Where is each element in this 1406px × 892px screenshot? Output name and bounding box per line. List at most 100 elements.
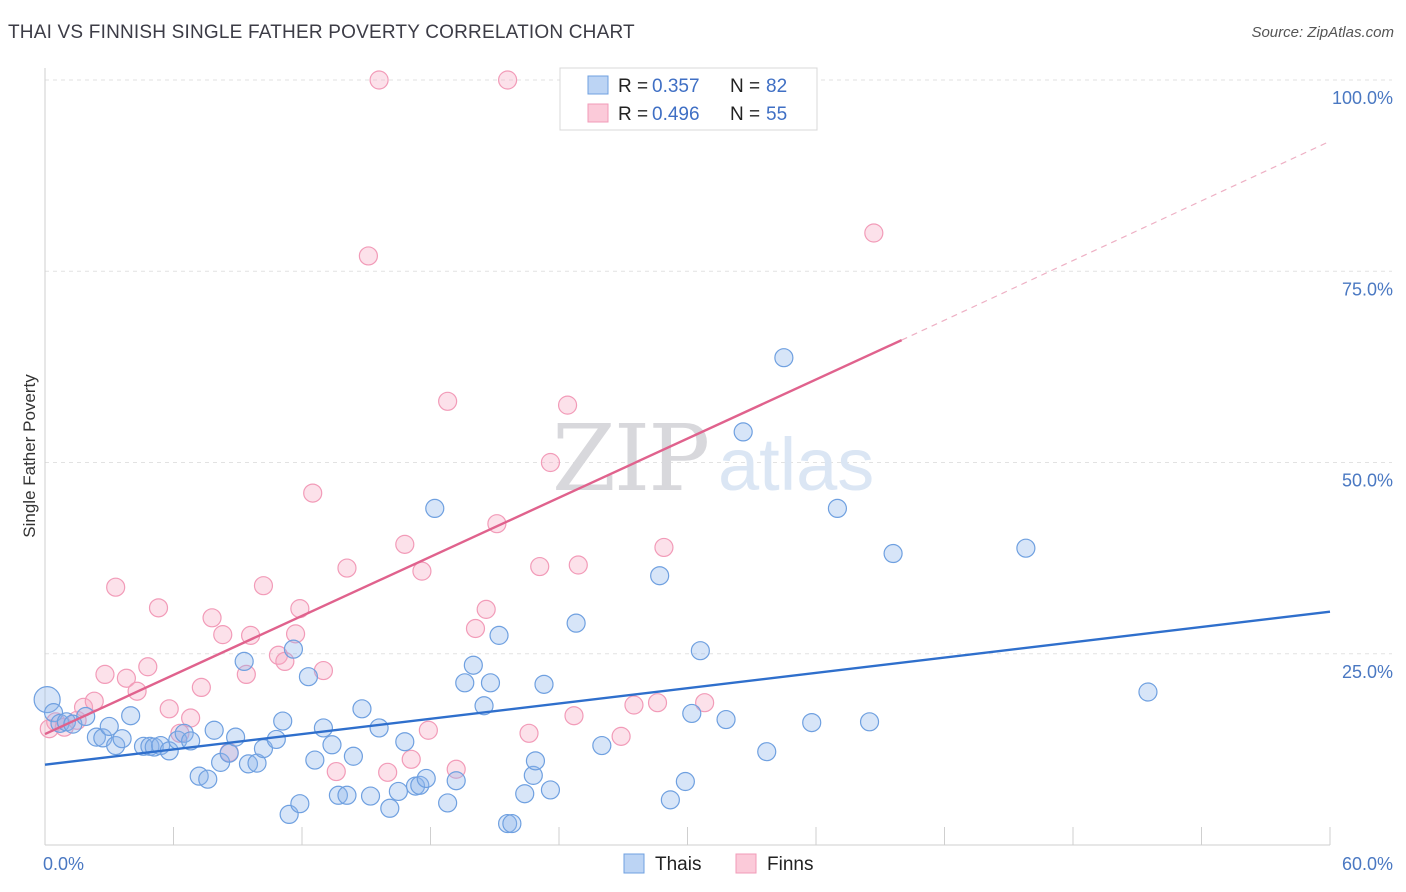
point-finns [498,70,518,90]
series-legend-label-thais: Thais [655,854,701,875]
point-finns [170,723,190,743]
point-thais [380,798,400,818]
point-thais [498,813,518,834]
point-finns [568,555,588,575]
point-thais [416,768,436,789]
point-thais [523,765,543,785]
point-thais [273,711,293,731]
point-thais [369,718,389,738]
point-thais [534,674,554,694]
point-thais [682,703,702,724]
point-thais [716,709,736,730]
stats-legend: R = 0.357 N = 82 R = 0.496 N = 55 [559,67,818,131]
point-thais [395,732,415,752]
legend-r-value-finns: 0.496 [652,104,700,125]
point-thais [566,613,586,633]
point-thais [283,639,304,659]
point-thais [859,712,880,732]
x-tick-label: 0.0% [43,854,84,874]
point-thais [181,731,201,751]
point-thais [352,699,372,719]
legend-r-value-thais: 0.357 [652,76,700,97]
trend-lines [44,140,1331,766]
point-finns [446,759,466,779]
point-thais [650,566,670,586]
point-finns [401,749,421,769]
point-finns [519,723,539,743]
series-legend-swatch-thais [623,853,645,874]
y-tick-label: 100.0% [1332,88,1393,108]
point-thais [827,498,848,518]
point-thais [313,718,334,738]
series-legend-swatch-finns [735,853,757,874]
point-finns [369,70,389,90]
point-finns [465,618,486,639]
point-finns [864,223,884,243]
point-thais [802,712,822,733]
point-thais [438,793,458,813]
point-finns [624,695,644,715]
legend-n-value-finns: 55 [766,104,787,125]
point-thais [112,729,132,749]
point-thais [1016,538,1036,558]
series-legend-label-finns: Finns [767,854,813,875]
point-finns [138,657,158,677]
point-finns [213,625,233,645]
point-thais [33,686,61,714]
trend-line-finns [44,339,903,736]
point-thais [298,667,319,687]
x-tick-label: 60.0% [1342,854,1393,874]
point-finns [148,598,169,618]
point-finns [337,558,357,578]
point-thais [733,422,753,442]
point-finns [564,706,584,726]
point-finns [106,577,126,597]
point-finns [378,762,398,782]
legend-r-label-finns: R = [618,104,648,125]
point-thais [305,750,325,770]
point-thais [133,736,154,756]
legend-r-label-thais: R = [618,76,648,97]
point-finns [530,556,550,577]
point-thais [540,780,561,800]
point-finns [202,608,222,628]
point-thais [592,735,612,756]
point-thais [757,742,777,762]
point-thais [388,781,408,802]
y-tick-labels: 25.0% 50.0% 75.0% 100.0% [1332,88,1393,682]
chart-title: THAI VS FINNISH SINGLE FATHER POVERTY CO… [8,22,635,43]
point-thais [337,785,357,805]
point-thais [690,641,710,661]
point-thais [204,720,224,740]
trend-line-finns-extension [901,140,1331,341]
point-thais [502,813,522,834]
y-tick-label: 75.0% [1342,279,1393,299]
point-thais [455,673,475,693]
watermark: ZIP atlas [552,405,874,512]
point-thais [360,786,381,806]
point-finns [647,693,668,713]
legend-swatch-finns [587,103,609,123]
point-finns [418,720,438,740]
point-thais [446,771,466,791]
series-legend: Thais Finns [623,853,813,875]
point-thais [343,746,363,766]
point-thais [322,735,342,755]
point-finns [116,668,136,688]
point-finns [285,624,306,644]
point-thais [474,696,494,716]
point-thais [675,771,695,792]
point-finns [611,726,631,746]
point-thais [86,727,107,747]
watermark-zip: ZIP [552,405,708,512]
point-thais [489,625,509,645]
point-finns [303,483,323,503]
point-thais [1138,682,1158,702]
trend-line-thais [44,610,1331,766]
point-finns [476,599,496,619]
point-finns [557,395,578,415]
point-thais [266,729,286,750]
point-thais [660,790,680,810]
chart-source: Source: ZipAtlas.com [1251,24,1394,41]
watermark-atlas: atlas [718,423,874,506]
